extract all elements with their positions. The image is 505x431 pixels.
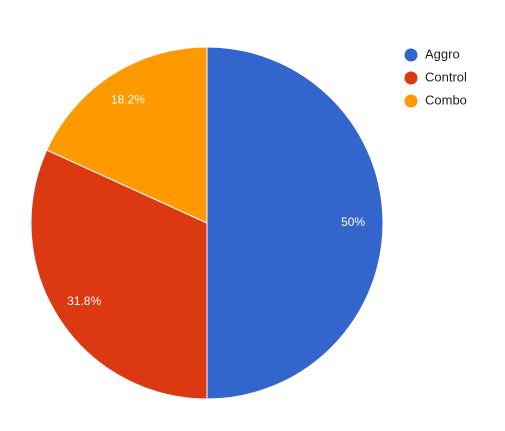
slice-label: 50% (341, 215, 365, 229)
pie-slice (30, 149, 208, 400)
legend-marker (404, 71, 418, 85)
slice-label: 18.2% (111, 92, 145, 106)
legend-label: Aggro (425, 46, 460, 61)
slice-label: 31.8% (67, 294, 101, 308)
pie-slice (206, 46, 384, 400)
legend-label: Combo (425, 92, 467, 107)
legend-marker (404, 94, 418, 108)
legend-marker (404, 48, 418, 62)
legend-label: Control (425, 69, 467, 84)
pie-slice (46, 46, 208, 224)
